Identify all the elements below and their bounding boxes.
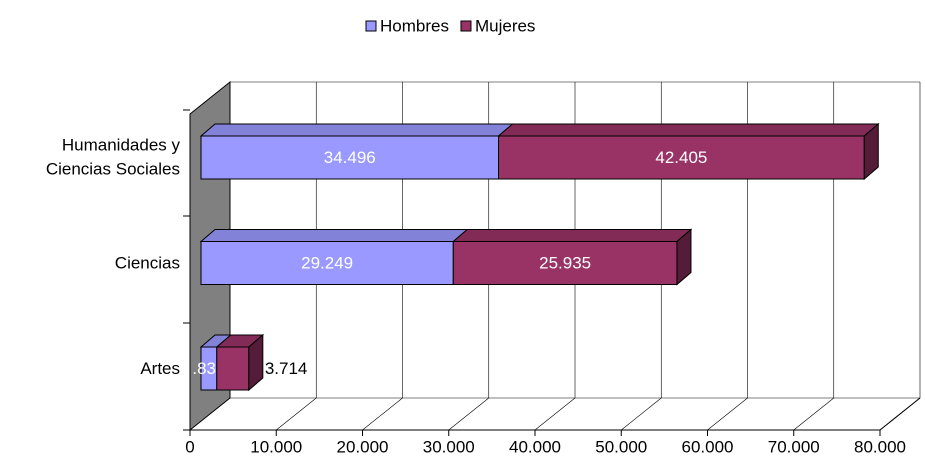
- grid-line: [448, 397, 489, 431]
- bar-top: [451, 229, 693, 242]
- x-tick-label: 20.000: [337, 437, 389, 456]
- grid-line: [621, 397, 662, 431]
- grid-line: [707, 397, 748, 431]
- value-label: 29.249: [301, 253, 353, 272]
- bar-side: [863, 122, 879, 181]
- grid-line: [276, 397, 317, 431]
- x-tick-label: 10.000: [250, 437, 302, 456]
- x-tick-label: 40.000: [509, 437, 561, 456]
- value-label: 42.405: [655, 148, 707, 167]
- y-tick-label: Humanidades y Ciencias Sociales: [46, 136, 181, 179]
- bar: [498, 135, 865, 180]
- bar: [200, 241, 454, 285]
- grid-line: [534, 397, 576, 431]
- bar-top: [199, 123, 514, 137]
- bar: [452, 241, 678, 285]
- legend-label: Mujeres: [475, 16, 535, 35]
- bar-top: [497, 123, 880, 137]
- x-tick-label: 80.000: [854, 437, 906, 456]
- value-label: 25.935: [539, 253, 591, 272]
- y-ticks: [183, 109, 190, 431]
- value-label: 3.714: [265, 359, 308, 378]
- bar: [200, 135, 500, 180]
- y-tick-label: Ciencias: [115, 253, 180, 272]
- x-tick-label: 70.000: [768, 437, 820, 456]
- grid-line: [362, 397, 403, 431]
- bar: [216, 346, 250, 391]
- legend-label: Hombres: [380, 16, 449, 35]
- x-tick-label: 30.000: [423, 437, 475, 456]
- x-tick-label: 60.000: [682, 437, 734, 456]
- legend-swatch: [365, 20, 377, 32]
- y-tick-label: Artes: [140, 359, 180, 378]
- legend-swatch: [460, 20, 472, 32]
- x-tick-label: 50.000: [595, 437, 647, 456]
- grid-line: [879, 397, 921, 431]
- value-label: 34.496: [324, 148, 376, 167]
- x-tick-label: 0: [185, 437, 194, 456]
- bar-side: [248, 333, 264, 392]
- grid-line: [793, 397, 834, 431]
- bar-side: [676, 228, 692, 286]
- bar-top: [199, 229, 469, 242]
